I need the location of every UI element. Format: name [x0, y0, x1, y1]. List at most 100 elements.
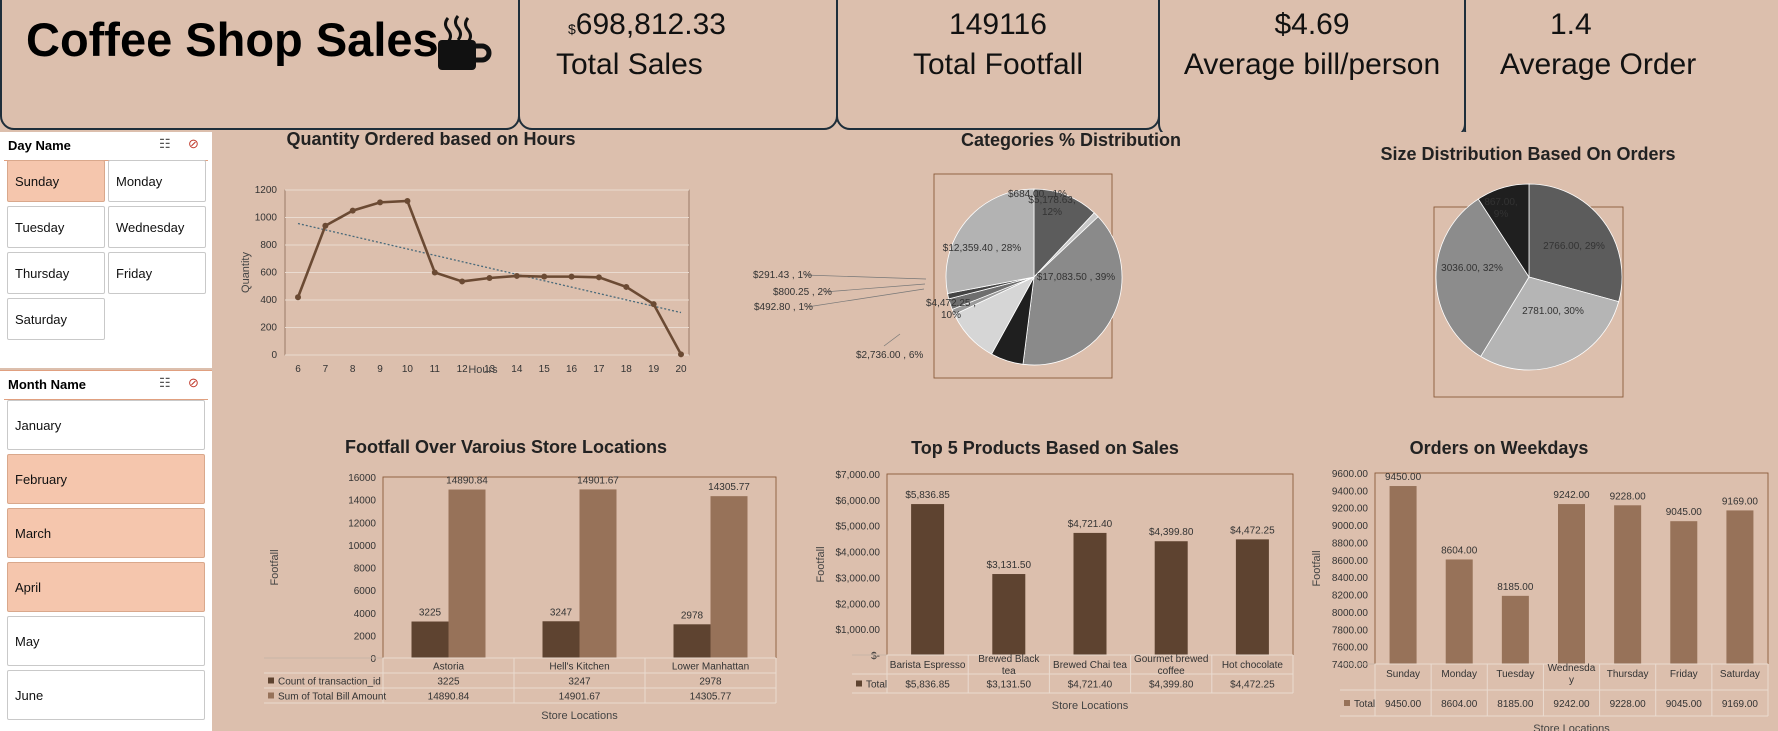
bar: [1235, 539, 1269, 655]
clear-filter-icon[interactable]: ⊘: [188, 375, 199, 390]
dashboard-title: Coffee Shop Sales: [26, 13, 439, 66]
chart-title: Quantity Ordered based on Hours: [286, 132, 575, 149]
category-label: Lower Manhattan: [672, 662, 749, 673]
multi-select-icon[interactable]: ☷: [159, 375, 171, 390]
x-tick-label: 19: [648, 364, 660, 375]
slicer-item-thursday[interactable]: Thursday: [7, 252, 105, 294]
y-tick-label: 7600.00: [1332, 643, 1369, 654]
kpi-label: Total Sales: [556, 48, 703, 81]
pie-data-label: 9%: [1494, 209, 1509, 220]
pie-data-label: $5,178.63,: [1028, 195, 1075, 206]
slicer-item-wednesday[interactable]: Wednesday: [108, 206, 206, 248]
data-point: [678, 351, 684, 358]
y-tick-label: 8000: [354, 564, 377, 575]
data-point: [349, 207, 356, 214]
slicer-divider: [4, 399, 208, 400]
bar: [411, 621, 449, 658]
charts-area: Quantity Ordered based on Hours 0 200 400 60…: [212, 132, 1778, 731]
data-point: [431, 269, 438, 276]
kpi-average-bill: $4.69 Average bill/person: [1158, 0, 1466, 138]
x-axis-title: Store Locations: [541, 710, 618, 722]
y-tick-label: 14000: [348, 496, 376, 507]
bar: [1614, 505, 1642, 664]
pie-slice: [1435, 198, 1530, 358]
category-label: Hell's Kitchen: [549, 662, 609, 673]
x-tick-label: 12: [457, 364, 469, 375]
slicer-item-monday[interactable]: Monday: [108, 160, 206, 202]
day-name-slicer: Day Name ☷ ⊘ Sunday Monday Tuesday Wedne…: [0, 132, 212, 368]
kpi-value: $4.69: [1274, 8, 1350, 41]
y-tick-label: 1200: [255, 185, 278, 196]
table-cell: 9228.00: [1610, 699, 1647, 710]
slicer-item-friday[interactable]: Friday: [108, 252, 206, 294]
slicer-item-tuesday[interactable]: Tuesday: [7, 206, 105, 248]
category-label: coffee: [1158, 666, 1185, 677]
bar: [710, 496, 748, 658]
x-tick-label: 14: [511, 364, 523, 375]
leader-line: [806, 288, 925, 308]
y-tick-label: $3,000.00: [836, 573, 881, 584]
table-cell: 8185.00: [1497, 699, 1534, 710]
clear-filter-icon[interactable]: ⊘: [188, 136, 199, 151]
bar-data-label: $4,472.25: [1230, 525, 1275, 536]
pie-slice: [1022, 216, 1123, 366]
category-label: Wednesda: [1548, 663, 1596, 674]
kpi-label: Average bill/person: [1183, 48, 1441, 81]
category-label: Barista Espresso: [890, 660, 966, 671]
slicer-item-january[interactable]: January: [7, 400, 205, 450]
kpi-total-sales: $698,812.33 Total Sales: [518, 0, 838, 130]
bar-data-label: 9169.00: [1722, 496, 1759, 507]
bar: [1445, 559, 1473, 664]
category-label: Thursday: [1607, 669, 1649, 680]
x-axis-title: Store Locations: [1052, 700, 1129, 712]
slicer-item-march[interactable]: March: [7, 508, 205, 558]
slicer-item-february[interactable]: February: [7, 454, 205, 504]
table-cell: 9045.00: [1666, 699, 1703, 710]
title-card: Coffee Shop Sales: [0, 0, 520, 130]
y-tick-label: $6,000.00: [836, 496, 881, 507]
bar-data-label: 9450.00: [1385, 472, 1422, 483]
pie-slice: [945, 188, 1035, 294]
y-tick-label: 10000: [348, 541, 376, 552]
legend-label: Total: [1354, 699, 1375, 710]
legend-key: [268, 677, 274, 684]
slicer-item-may[interactable]: May: [7, 616, 205, 666]
table-cell: $5,836.85: [905, 680, 950, 691]
bar-data-label: 3225: [419, 608, 442, 619]
table-cell: $4,399.80: [1149, 680, 1194, 691]
bar-data-label: $4,721.40: [1068, 519, 1113, 530]
y-tick-label: 7400.00: [1332, 660, 1369, 671]
pie-data-label: 867.00,: [1484, 197, 1517, 208]
y-tick-label: 8000.00: [1332, 608, 1369, 619]
bar: [1154, 541, 1188, 655]
y-tick-label: 4000: [354, 609, 377, 620]
y-axis-title: Footfall: [815, 546, 827, 582]
y-tick-label: 0: [370, 654, 376, 665]
table-cell: 2978: [699, 677, 722, 688]
bar: [448, 489, 486, 658]
slicer-item-sunday[interactable]: Sunday: [7, 160, 105, 202]
pie-data-label: $2,736.00 , 6%: [856, 350, 923, 361]
slicer-item-saturday[interactable]: Saturday: [7, 298, 105, 340]
bar: [911, 504, 945, 655]
x-tick-label: 17: [593, 364, 605, 375]
pie-slice: [1477, 183, 1530, 279]
y-tick-label: 6000: [354, 586, 377, 597]
category-label: Sunday: [1386, 669, 1420, 680]
pie-data-label: 12%: [1042, 207, 1062, 218]
legend-key: [1344, 700, 1350, 706]
y-axis-title: Footfall: [269, 549, 281, 585]
slicer-item-april[interactable]: April: [7, 562, 205, 612]
bar-data-label: 9242.00: [1553, 490, 1590, 501]
bar-data-label: 14890.84: [446, 476, 488, 487]
data-point: [541, 273, 548, 280]
category-label: Saturday: [1720, 669, 1760, 680]
pie-data-label: 2781.00, 30%: [1522, 306, 1584, 317]
table-cell: 8604.00: [1441, 699, 1478, 710]
bar-data-label: $4,399.80: [1149, 527, 1194, 538]
legend-key: [268, 692, 274, 699]
bar: [1558, 504, 1585, 664]
multi-select-icon[interactable]: ☷: [159, 136, 171, 151]
data-point: [486, 275, 493, 281]
slicer-item-june[interactable]: June: [7, 670, 205, 720]
